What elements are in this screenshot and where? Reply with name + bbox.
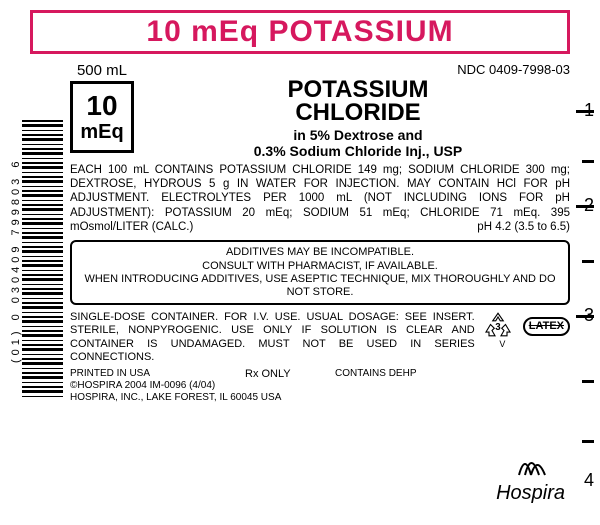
drug-subtitle-2: 0.3% Sodium Chloride Inj., USP — [146, 143, 570, 159]
contains-dehp: CONTAINS DEHP — [335, 368, 417, 380]
meq-number: 10 — [86, 92, 117, 120]
company-logo: Hospira — [496, 449, 565, 505]
meq-box: 10 mEq — [70, 81, 134, 153]
warning-line2: CONSULT WITH PHARMACIST, IF AVAILABLE. — [78, 260, 562, 273]
footer-line2: ©HOSPIRA 2004 IM-0096 (4/04) — [70, 380, 570, 392]
scale-4: 4 — [584, 470, 594, 491]
ndc-code: NDC 0409-7998-03 — [146, 62, 570, 77]
company-name: Hospira — [496, 482, 565, 505]
header-text: 10 mEq POTASSIUM — [146, 15, 453, 48]
warning-box: ADDITIVES MAY BE INCOMPATIBLE. CONSULT W… — [70, 240, 570, 305]
composition-text: EACH 100 mL CONTAINS POTASSIUM CHLORIDE … — [70, 163, 570, 235]
scale-2: 2 — [584, 195, 594, 216]
scale-1: 1 — [584, 100, 594, 121]
rx-only: Rx ONLY — [245, 368, 291, 381]
latex-free-icon: LATEX — [523, 317, 570, 336]
drug-name-line2: CHLORIDE — [146, 102, 570, 125]
scale-marks: 1 2 3 4 — [574, 90, 594, 490]
recycle-sub: V — [499, 339, 505, 350]
usage-text: SINGLE-DOSE CONTAINER. FOR I.V. USE. USU… — [70, 311, 475, 364]
svg-text:3: 3 — [495, 322, 501, 333]
hospira-logo-icon — [511, 449, 551, 477]
label-body: 500 mL 10 mEq NDC 0409-7998-03 POTASSIUM… — [0, 62, 600, 404]
warning-line3: WHEN INTRODUCING ADDITIVES, USE ASEPTIC … — [78, 273, 562, 299]
ph-value: pH 4.2 (3.5 to 6.5) — [477, 220, 570, 234]
header-banner: 10 mEq POTASSIUM — [30, 10, 570, 54]
recycle-icon: 3 — [483, 311, 513, 341]
meq-unit: mEq — [80, 122, 123, 142]
volume-label: 500 mL — [70, 62, 134, 79]
footer: Rx ONLY CONTAINS DEHP PRINTED IN USA ©HO… — [70, 368, 570, 404]
footer-line3: HOSPIRA, INC., LAKE FOREST, IL 60045 USA — [70, 392, 570, 404]
footer-line1: PRINTED IN USA — [70, 368, 570, 380]
scale-3: 3 — [584, 305, 594, 326]
drug-subtitle-1: in 5% Dextrose and — [146, 127, 570, 143]
warning-line1: ADDITIVES MAY BE INCOMPATIBLE. — [78, 246, 562, 259]
